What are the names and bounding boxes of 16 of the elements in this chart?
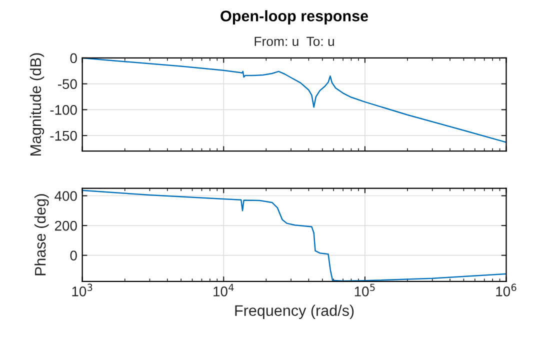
y-tick-label: 0 xyxy=(70,53,77,64)
x-tick-label: 10$^{3}$ xyxy=(72,284,92,296)
y-tick-label: -100 xyxy=(50,105,77,115)
y-tick-label: 400 xyxy=(54,191,77,201)
y-tick-label: -50 xyxy=(58,79,77,89)
y-axis-title: Phase (deg) xyxy=(34,194,49,276)
chart-title: Open-loop response xyxy=(220,10,368,24)
y-tick-label: 200 xyxy=(54,220,77,231)
x-tick-label: 10$^{5}$ xyxy=(354,284,375,296)
x-tick-label: 10$^{6}$ xyxy=(496,284,516,296)
y-tick-label: -150 xyxy=(50,130,77,141)
y-axis-title: Magnitude (dB) xyxy=(30,53,44,156)
x-tick-label: 10$^{4}$ xyxy=(214,284,234,296)
y-tick-label: 0 xyxy=(70,250,77,260)
chart-subtitle: From: u To: u xyxy=(254,36,334,46)
x-axis-title: Frequency (rad/s) xyxy=(235,304,354,319)
